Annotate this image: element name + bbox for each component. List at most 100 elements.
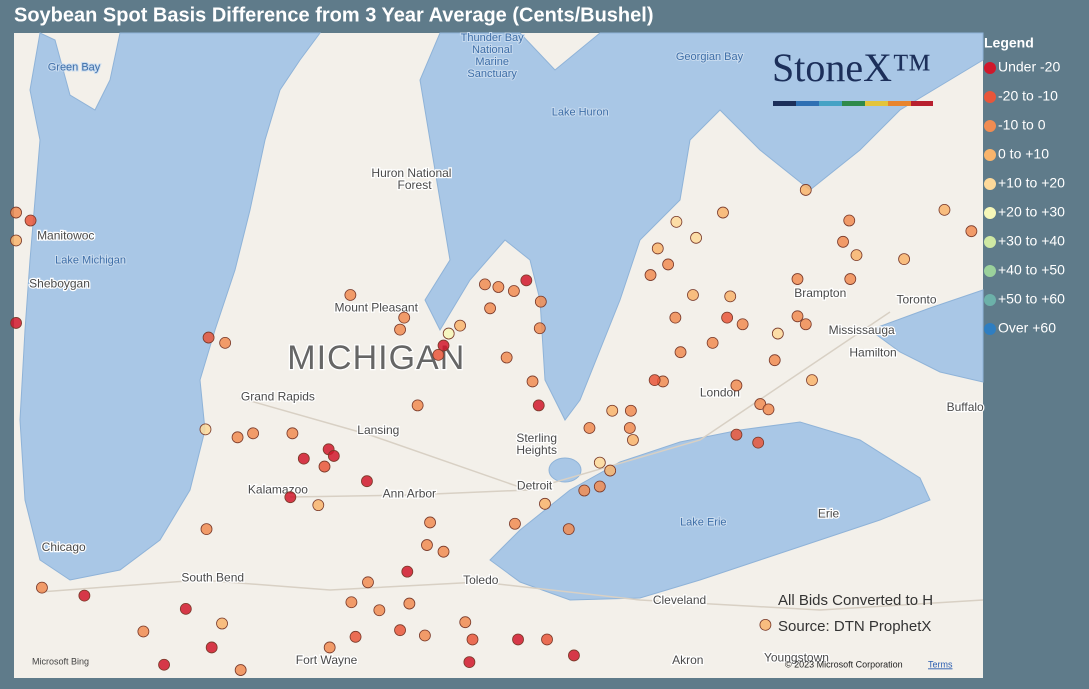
basis-point[interactable]	[533, 322, 546, 335]
basis-point[interactable]	[78, 589, 91, 602]
basis-point[interactable]	[690, 231, 702, 244]
basis-point[interactable]	[721, 311, 734, 324]
basis-point[interactable]	[158, 658, 170, 671]
basis-point[interactable]	[604, 464, 617, 477]
basis-point[interactable]	[532, 399, 545, 412]
basis-point[interactable]	[850, 249, 863, 262]
basis-point[interactable]	[730, 428, 743, 441]
basis-point[interactable]	[844, 273, 857, 285]
basis-point[interactable]	[593, 456, 606, 469]
basis-point[interactable]	[459, 616, 472, 629]
basis-point[interactable]	[437, 339, 450, 352]
basis-point[interactable]	[199, 423, 212, 436]
basis-point[interactable]	[466, 633, 479, 646]
basis-point[interactable]	[799, 184, 812, 196]
basis-point[interactable]	[401, 565, 414, 578]
basis-point[interactable]	[454, 319, 466, 332]
basis-point[interactable]	[411, 399, 424, 412]
basis-point[interactable]	[508, 285, 520, 297]
basis-point[interactable]	[137, 625, 150, 638]
basis-point[interactable]	[219, 336, 232, 349]
basis-point[interactable]	[717, 206, 729, 219]
basis-point[interactable]	[562, 523, 575, 535]
basis-point[interactable]	[202, 331, 215, 344]
basis-point[interactable]	[806, 374, 818, 387]
basis-point[interactable]	[10, 206, 22, 219]
basis-point[interactable]	[442, 327, 455, 340]
basis-point[interactable]	[762, 403, 775, 416]
basis-point[interactable]	[568, 649, 580, 662]
basis-point[interactable]	[724, 290, 737, 303]
basis-point[interactable]	[318, 460, 331, 473]
basis-point[interactable]	[791, 310, 804, 323]
basis-point[interactable]	[662, 258, 675, 271]
basis-point[interactable]	[736, 318, 749, 331]
basis-point[interactable]	[24, 214, 37, 227]
basis-point[interactable]	[394, 624, 406, 637]
basis-point[interactable]	[648, 374, 661, 387]
basis-point[interactable]	[687, 289, 699, 301]
basis-point[interactable]	[500, 351, 513, 364]
basis-point[interactable]	[512, 633, 524, 646]
basis-point[interactable]	[534, 295, 547, 308]
basis-point[interactable]	[674, 346, 687, 359]
basis-point[interactable]	[179, 602, 192, 615]
basis-point[interactable]	[509, 517, 521, 530]
basis-point[interactable]	[752, 436, 765, 449]
basis-point[interactable]	[492, 281, 505, 293]
basis-point[interactable]	[205, 641, 218, 654]
basis-point[interactable]	[484, 302, 497, 315]
basis-point[interactable]	[327, 450, 340, 462]
basis-point[interactable]	[670, 215, 683, 228]
basis-point[interactable]	[200, 523, 213, 535]
basis-point[interactable]	[526, 375, 539, 388]
basis-point[interactable]	[938, 203, 951, 216]
basis-point[interactable]	[706, 336, 719, 349]
basis-point[interactable]	[759, 618, 772, 631]
basis-point[interactable]	[754, 398, 767, 410]
basis-point[interactable]	[583, 422, 596, 434]
basis-point[interactable]	[651, 242, 664, 255]
basis-point[interactable]	[349, 630, 362, 643]
basis-point[interactable]	[768, 354, 781, 367]
basis-point[interactable]	[578, 484, 591, 497]
basis-point[interactable]	[479, 278, 491, 291]
basis-point[interactable]	[421, 539, 433, 551]
basis-point[interactable]	[373, 604, 386, 617]
basis-point[interactable]	[837, 235, 849, 248]
basis-point[interactable]	[286, 427, 299, 440]
basis-point[interactable]	[398, 311, 411, 324]
basis-point[interactable]	[312, 499, 325, 512]
basis-point[interactable]	[843, 214, 856, 227]
basis-point[interactable]	[36, 581, 48, 594]
basis-point[interactable]	[323, 641, 336, 654]
basis-point[interactable]	[403, 597, 416, 610]
basis-point[interactable]	[284, 491, 297, 504]
basis-point[interactable]	[771, 327, 784, 340]
basis-point[interactable]	[247, 427, 259, 440]
basis-point[interactable]	[297, 452, 310, 465]
basis-point[interactable]	[10, 234, 22, 247]
terms-link[interactable]: Terms	[928, 659, 953, 669]
basis-point[interactable]	[424, 516, 436, 529]
basis-point[interactable]	[345, 596, 358, 609]
basis-point[interactable]	[791, 273, 804, 285]
basis-point[interactable]	[520, 274, 533, 287]
basis-point[interactable]	[539, 497, 551, 510]
basis-point[interactable]	[898, 253, 910, 266]
basis-point[interactable]	[606, 404, 619, 417]
basis-point[interactable]	[644, 269, 657, 281]
basis-point[interactable]	[418, 629, 431, 642]
basis-point[interactable]	[231, 431, 244, 444]
basis-point[interactable]	[361, 475, 373, 488]
basis-point[interactable]	[623, 422, 636, 434]
basis-point[interactable]	[10, 317, 22, 329]
basis-point[interactable]	[216, 617, 228, 630]
basis-point[interactable]	[541, 633, 553, 646]
basis-point[interactable]	[394, 323, 406, 336]
basis-point[interactable]	[730, 379, 743, 392]
basis-point[interactable]	[593, 480, 606, 493]
basis-point[interactable]	[965, 225, 978, 238]
basis-point[interactable]	[669, 311, 682, 324]
basis-point[interactable]	[463, 656, 476, 668]
